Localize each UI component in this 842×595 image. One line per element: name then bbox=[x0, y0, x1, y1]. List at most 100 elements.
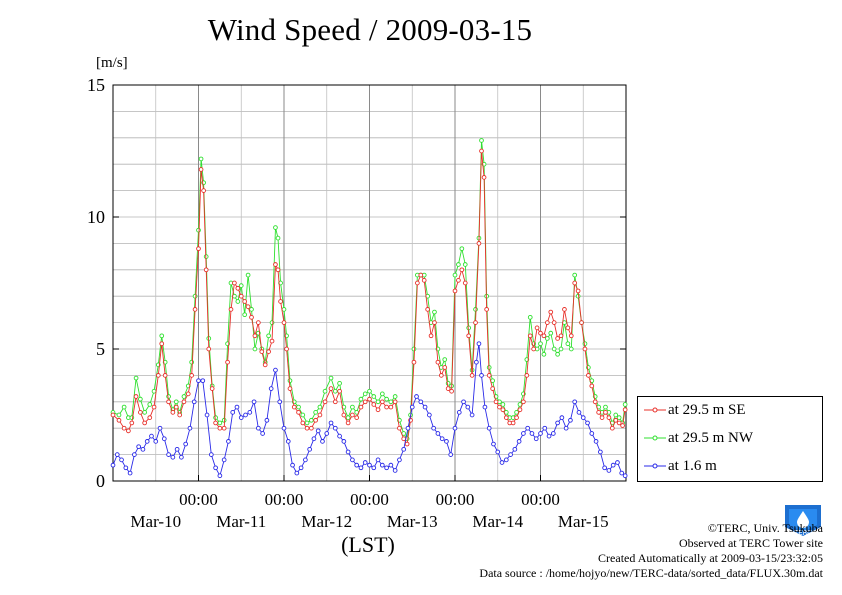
data-point-0 bbox=[198, 167, 204, 172]
data-point-0 bbox=[275, 267, 281, 273]
data-point-1 bbox=[317, 404, 323, 410]
data-point-2 bbox=[328, 420, 334, 426]
observation-site-text: Observed at TERC Tower site bbox=[678, 536, 823, 550]
data-point-0 bbox=[273, 262, 278, 267]
x-tick-date-label: Mar-11 bbox=[216, 512, 266, 531]
y-tick-label: 10 bbox=[87, 207, 105, 227]
data-point-0 bbox=[503, 415, 509, 420]
data-point-1 bbox=[166, 394, 171, 399]
data-point-1 bbox=[442, 357, 448, 362]
data-point-1 bbox=[411, 346, 417, 352]
data-point-0 bbox=[358, 404, 364, 410]
data-point-1 bbox=[379, 391, 385, 397]
data-point-1 bbox=[275, 235, 281, 241]
data-point-2 bbox=[294, 470, 300, 476]
data-point-2 bbox=[479, 373, 484, 378]
data-point-2 bbox=[204, 412, 210, 418]
data-point-2 bbox=[465, 404, 471, 410]
data-point-0 bbox=[544, 320, 550, 325]
data-point-0 bbox=[481, 175, 487, 180]
data-point-2 bbox=[200, 378, 206, 384]
data-point-0 bbox=[203, 267, 209, 273]
data-point-1 bbox=[242, 312, 248, 318]
x-tick-time-label: 00:00 bbox=[521, 490, 560, 509]
data-point-0 bbox=[317, 412, 323, 418]
data-point-1 bbox=[309, 417, 314, 423]
data-point-0 bbox=[110, 412, 116, 418]
data-point-2 bbox=[174, 446, 180, 452]
legend-label-1-6m: at 1.6 m bbox=[668, 458, 717, 474]
data-point-2 bbox=[427, 412, 432, 418]
data-point-0 bbox=[162, 373, 168, 378]
data-point-1 bbox=[121, 404, 127, 410]
data-point-1 bbox=[603, 404, 608, 410]
data-point-2 bbox=[602, 465, 607, 471]
data-point-0 bbox=[514, 415, 519, 420]
data-point-0 bbox=[469, 373, 475, 378]
data-point-2 bbox=[572, 399, 578, 405]
data-point-1 bbox=[181, 394, 187, 399]
data-point-1 bbox=[147, 402, 153, 407]
data-point-0 bbox=[262, 362, 268, 368]
data-point-2 bbox=[345, 449, 351, 455]
data-point-0 bbox=[206, 346, 212, 352]
data-point-0 bbox=[572, 280, 578, 286]
data-point-1 bbox=[473, 307, 478, 312]
data-point-0 bbox=[428, 333, 434, 339]
data-point-2 bbox=[217, 473, 223, 479]
data-point-2 bbox=[119, 457, 124, 463]
data-point-0 bbox=[620, 423, 625, 428]
x-tick-date-label: Mar-15 bbox=[558, 512, 609, 531]
data-point-0 bbox=[445, 386, 451, 391]
data-point-0 bbox=[341, 412, 347, 418]
x-tick-date-label: Mar-14 bbox=[472, 512, 523, 531]
data-point-0 bbox=[568, 333, 574, 339]
data-point-1 bbox=[432, 309, 437, 315]
data-point-2 bbox=[593, 439, 599, 444]
credits: ©TERC, Univ. Tsukuba Observed at TERC To… bbox=[479, 521, 823, 581]
data-point-2 bbox=[230, 410, 236, 415]
data-point-1 bbox=[281, 307, 287, 312]
data-point-1 bbox=[159, 333, 165, 339]
data-point-1 bbox=[452, 272, 458, 278]
x-tick-date-label: Mar-13 bbox=[387, 512, 438, 531]
data-point-1 bbox=[538, 341, 543, 347]
data-point-2 bbox=[499, 460, 505, 465]
data-point-0 bbox=[404, 441, 410, 447]
data-point-1 bbox=[358, 396, 364, 402]
data-point-2 bbox=[559, 415, 565, 420]
data-point-0 bbox=[245, 304, 251, 310]
data-point-2 bbox=[298, 465, 304, 471]
created-timestamp-text: Created Automatically at 2009-03-15/23:3… bbox=[598, 551, 823, 565]
data-point-2 bbox=[538, 431, 543, 436]
data-point-0 bbox=[531, 346, 537, 352]
legend-label-nw: at 29.5 m NW bbox=[668, 430, 753, 446]
x-axis-label: (LST) bbox=[341, 532, 395, 557]
data-point-2 bbox=[491, 441, 496, 447]
data-point-1 bbox=[235, 299, 241, 304]
data-point-1 bbox=[565, 341, 571, 347]
data-point-0 bbox=[551, 320, 557, 325]
data-point-2 bbox=[191, 399, 197, 405]
data-point-2 bbox=[580, 415, 586, 420]
data-point-2 bbox=[362, 460, 368, 465]
data-point-1 bbox=[249, 307, 254, 312]
data-point-0 bbox=[256, 320, 261, 325]
data-point-0 bbox=[521, 399, 526, 405]
data-point-0 bbox=[367, 396, 372, 402]
data-point-0 bbox=[281, 320, 287, 325]
data-point-2 bbox=[384, 465, 389, 471]
data-point-2 bbox=[409, 404, 415, 410]
data-point-0 bbox=[541, 333, 547, 339]
data-point-2 bbox=[405, 425, 411, 431]
data-point-2 bbox=[183, 441, 189, 447]
data-point-1 bbox=[313, 410, 318, 415]
data-point-2 bbox=[452, 425, 458, 431]
data-point-1 bbox=[616, 415, 622, 420]
data-point-1 bbox=[192, 293, 198, 299]
data-point-0 bbox=[300, 420, 306, 426]
data-point-0 bbox=[354, 415, 360, 420]
data-point-0 bbox=[217, 425, 223, 431]
data-point-0 bbox=[534, 325, 540, 331]
data-point-0 bbox=[586, 373, 591, 378]
